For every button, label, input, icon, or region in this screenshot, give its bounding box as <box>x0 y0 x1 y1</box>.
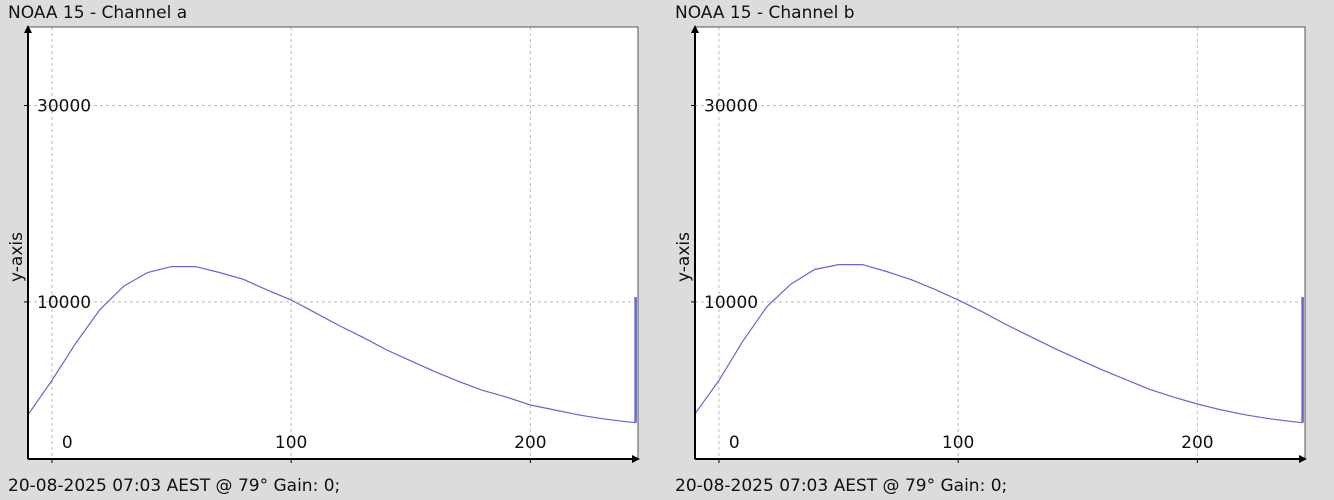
x-tick-label: 0 <box>62 433 73 453</box>
x-tick-label: 200 <box>1181 433 1213 453</box>
series-line <box>27 266 636 424</box>
x-tick-label: 100 <box>275 433 307 453</box>
chart-plot-channel-b: 0 100 200 10000 30000 <box>691 25 1307 463</box>
x-axis-arrow <box>1299 455 1307 463</box>
y-axis-label: y-axis <box>7 232 27 282</box>
plot-area <box>695 27 1305 459</box>
y-tick-label: 10000 <box>37 293 91 313</box>
x-axis-arrow <box>632 455 640 463</box>
y-axis-arrow <box>24 25 32 33</box>
y-axis-arrow <box>691 25 699 33</box>
plot-area <box>28 27 638 459</box>
x-tick-label: 0 <box>729 433 740 453</box>
series-line <box>694 264 1303 424</box>
y-tick-label: 10000 <box>704 293 758 313</box>
chart-panel-channel-a: NOAA 15 - Channel a 0 100 200 10000 30000 y-… <box>7 3 640 496</box>
x-tick-label: 100 <box>942 433 974 453</box>
y-tick-label: 30000 <box>704 97 758 117</box>
y-tick-label: 30000 <box>37 97 91 117</box>
pass-info-footer: 20-08-2025 07:03 AEST @ 79° Gain: 0; <box>8 476 341 496</box>
chart-panel-channel-b: NOAA 15 - Channel b 0 100 200 10000 30000 y-… <box>667 0 1334 500</box>
chart-plot-channel-a: 0 100 200 10000 30000 <box>24 25 640 463</box>
x-tick-label: 200 <box>514 433 546 453</box>
pass-info-footer: 20-08-2025 07:03 AEST @ 79° Gain: 0; <box>675 476 1008 496</box>
chart-title: NOAA 15 - Channel a <box>8 3 188 23</box>
chart-title: NOAA 15 - Channel b <box>675 3 855 23</box>
y-axis-label: y-axis <box>674 232 694 282</box>
